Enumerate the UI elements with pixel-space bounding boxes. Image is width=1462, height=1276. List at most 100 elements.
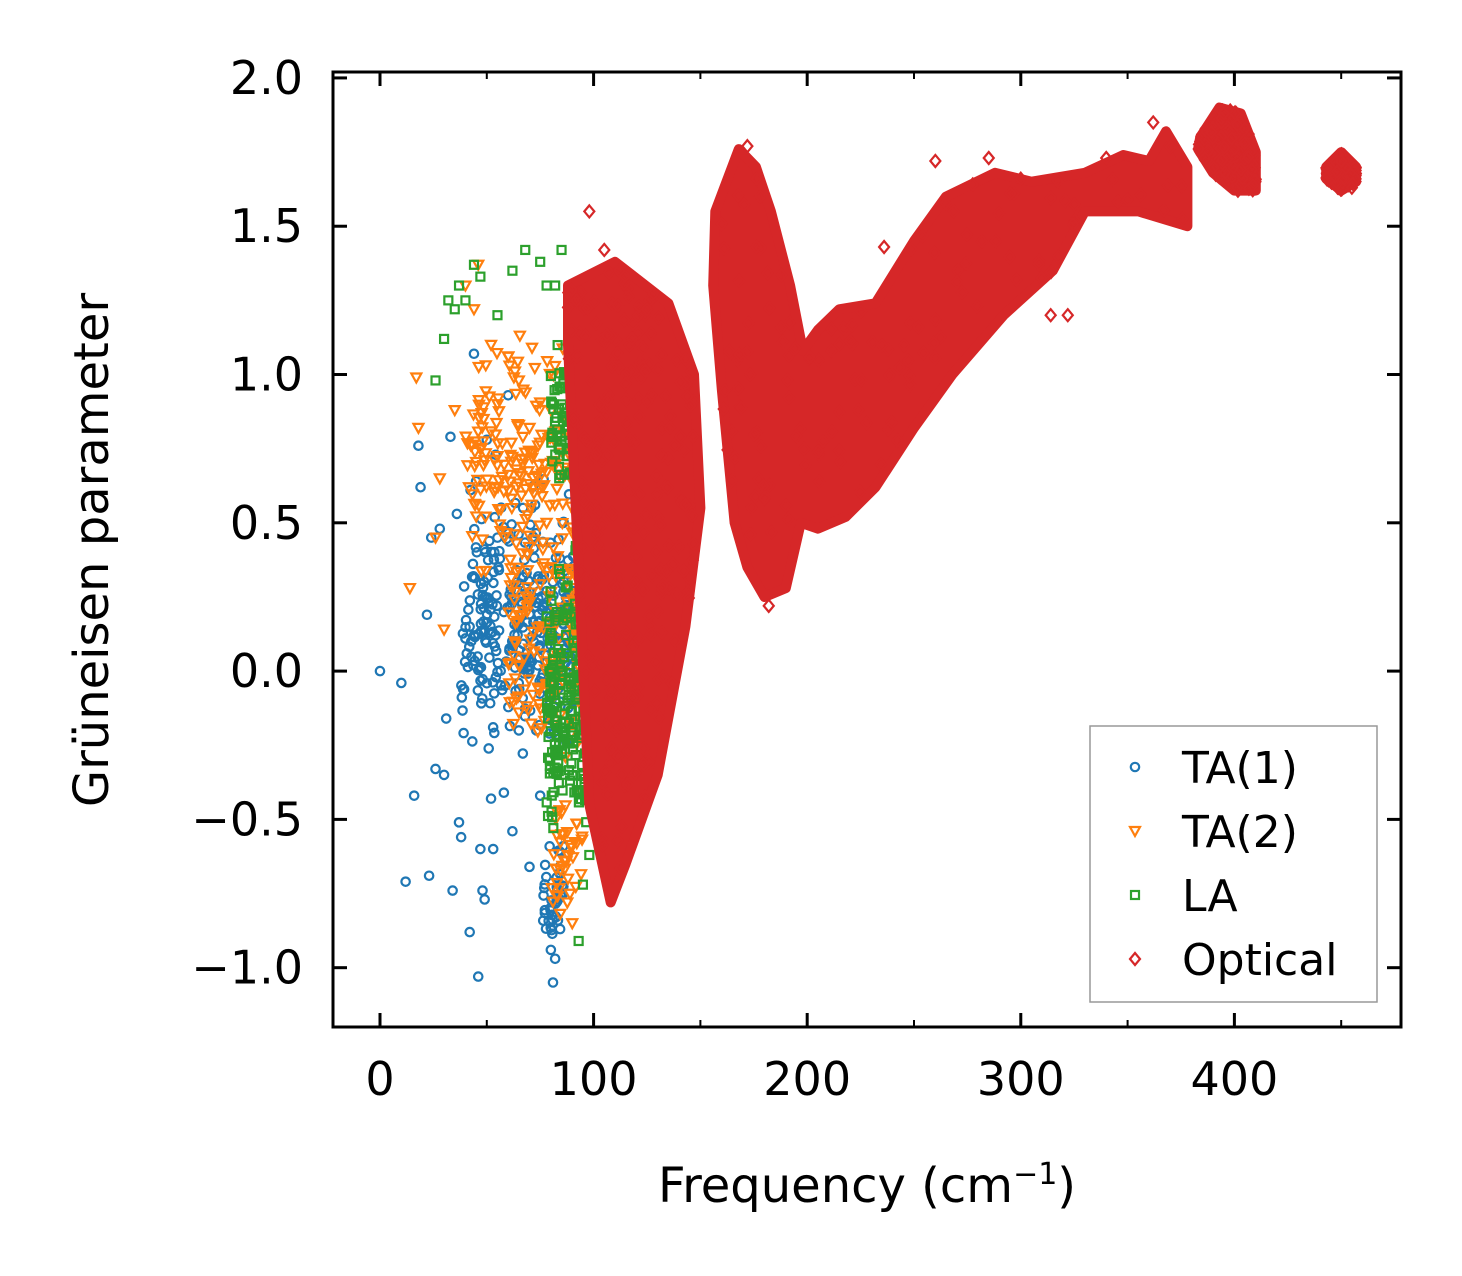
data-point [1066, 216, 1080, 233]
data-point [472, 664, 484, 676]
data-point [628, 434, 642, 450]
data-point [533, 621, 548, 634]
data-point [916, 228, 929, 244]
data-point [482, 554, 494, 566]
data-point [897, 337, 911, 354]
data-point [421, 609, 433, 621]
data-point [782, 347, 796, 364]
data-point [467, 460, 482, 474]
data-point [546, 595, 557, 606]
data-point [546, 542, 561, 555]
data-point [547, 456, 558, 467]
data-point [555, 533, 570, 546]
data-point [535, 544, 550, 557]
data-point [475, 271, 486, 282]
data-point [1246, 177, 1260, 194]
data-point [530, 527, 542, 539]
data-point [588, 683, 602, 699]
data-point [563, 672, 575, 683]
data-point [460, 460, 475, 473]
legend-label-la: LA [1182, 871, 1238, 922]
data-point [554, 829, 569, 842]
data-point [601, 392, 615, 408]
data-point [975, 233, 989, 250]
data-point [542, 810, 554, 822]
data-point [516, 431, 530, 445]
data-point [581, 300, 594, 316]
x-axis-title-end: ) [1057, 1158, 1076, 1214]
data-point [583, 501, 597, 517]
data-point [564, 738, 575, 749]
data-point [626, 576, 640, 592]
data-point [1058, 193, 1072, 209]
data-point [522, 643, 536, 656]
data-point [1213, 140, 1227, 157]
data-point [596, 837, 610, 853]
data-point [482, 391, 497, 404]
data-point [496, 486, 511, 499]
data-point [904, 241, 918, 257]
data-point [947, 203, 961, 220]
data-point [575, 474, 589, 490]
data-point [750, 239, 763, 255]
data-point [458, 431, 473, 444]
data-point [470, 474, 485, 488]
data-point [788, 340, 802, 356]
data-point [482, 597, 494, 609]
data-point [457, 705, 468, 716]
data-point [1009, 272, 1023, 288]
data-point [528, 552, 540, 564]
data-point [475, 625, 487, 637]
data-point [511, 609, 526, 623]
data-point [781, 511, 795, 527]
data-point [524, 718, 538, 731]
data-point [636, 340, 650, 356]
data-point [725, 423, 739, 440]
data-point [1051, 173, 1065, 189]
x-tick-label: 400 [1190, 1052, 1278, 1106]
data-point [1035, 270, 1048, 286]
legend-marker-optical [1128, 951, 1142, 967]
data-point [458, 581, 470, 592]
data-point [903, 315, 917, 331]
data-point [472, 971, 484, 982]
legend-label-ta2: TA(2) [1181, 807, 1298, 858]
data-point [728, 450, 742, 466]
data-point [903, 377, 917, 393]
data-point [797, 441, 811, 457]
data-point [502, 678, 517, 691]
data-point [833, 454, 847, 470]
data-point [655, 347, 669, 363]
data-point [950, 274, 964, 290]
data-point [1217, 139, 1231, 156]
data-point [522, 541, 536, 555]
data-point [548, 787, 559, 798]
data-point [602, 264, 616, 281]
data-point [607, 434, 621, 450]
data-point [493, 525, 508, 539]
data-point [543, 500, 557, 513]
data-point [1014, 171, 1028, 187]
data-point [812, 473, 826, 490]
data-point [591, 432, 605, 448]
data-point [527, 362, 542, 376]
data-point [591, 536, 605, 553]
data-point [632, 630, 646, 647]
data-point [933, 329, 947, 346]
data-point [545, 688, 557, 699]
data-point [595, 598, 609, 615]
data-point [1146, 114, 1160, 131]
data-point [1204, 124, 1218, 140]
data-point [637, 740, 651, 757]
data-point [554, 662, 565, 673]
data-point [533, 437, 547, 450]
data-point [599, 670, 613, 687]
data-point [518, 387, 533, 400]
data-point [628, 765, 642, 781]
data-point [742, 315, 756, 332]
data-point [928, 244, 942, 261]
data-point [893, 359, 906, 376]
data-point [825, 424, 839, 440]
data-point [753, 188, 767, 205]
